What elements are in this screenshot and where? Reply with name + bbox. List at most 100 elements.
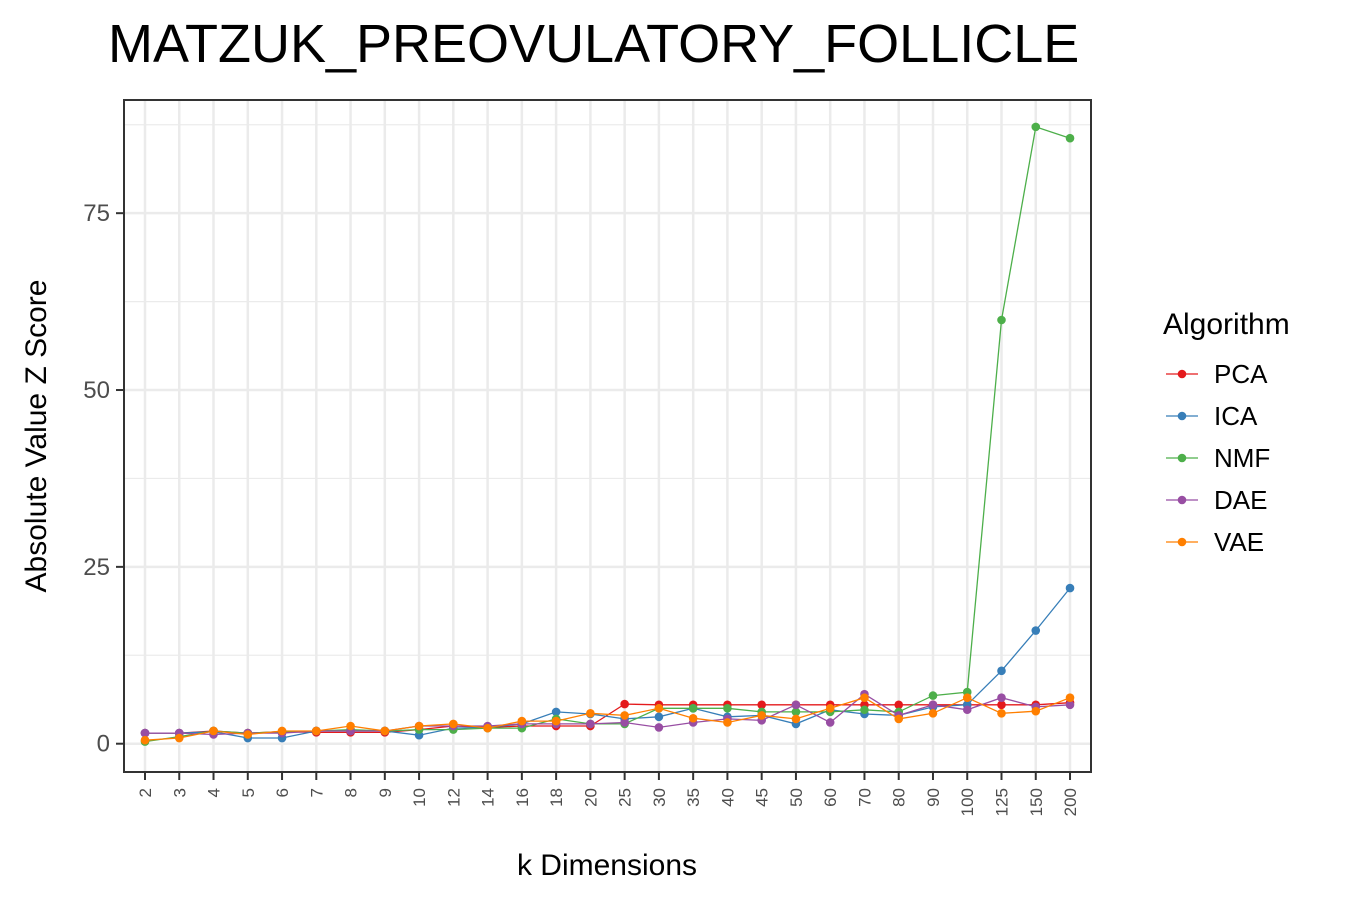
- legend-key-point: [1177, 537, 1187, 547]
- data-point-vae: [860, 693, 869, 703]
- legend-item-pca: PCA: [1166, 359, 1268, 389]
- series-line-nmf: [144, 126, 1071, 743]
- legend-title: Algorithm: [1163, 308, 1290, 341]
- data-point-ica: [1065, 583, 1075, 593]
- x-tick-label: 45: [753, 788, 772, 807]
- x-tick-label: 200: [1061, 788, 1080, 816]
- x-tick-label: 150: [1027, 788, 1046, 816]
- data-point-vae: [414, 721, 424, 731]
- x-tick-label: 20: [581, 788, 600, 807]
- legend-key-point: [1177, 495, 1187, 505]
- data-point-pca: [757, 700, 766, 710]
- x-tick-label: 125: [993, 788, 1012, 816]
- x-tick-label: 5: [239, 788, 258, 797]
- data-point-nmf: [723, 704, 732, 713]
- data-point-nmf: [997, 315, 1006, 325]
- x-tick-label: 12: [444, 788, 463, 807]
- x-tick-label: 90: [924, 788, 943, 807]
- data-point-vae: [380, 726, 390, 736]
- data-point-ica: [997, 666, 1006, 676]
- x-tick-label: 35: [684, 788, 703, 807]
- x-tick-label: 18: [547, 788, 566, 807]
- legend-label: VAE: [1214, 527, 1264, 557]
- data-point-vae: [1065, 693, 1075, 703]
- data-point-vae: [997, 708, 1006, 718]
- data-point-dae: [825, 718, 835, 727]
- data-point-vae: [894, 714, 904, 724]
- data-point-vae: [483, 723, 492, 733]
- data-point-vae: [620, 711, 629, 720]
- legend-label: ICA: [1214, 401, 1258, 431]
- data-point-dae: [791, 700, 801, 710]
- legend-item-vae: VAE: [1166, 527, 1264, 557]
- series-line-dae: [145, 693, 1071, 736]
- data-point-nmf: [1031, 122, 1041, 132]
- data-point-vae: [449, 719, 458, 729]
- data-point-vae: [346, 721, 355, 731]
- data-point-vae: [723, 718, 732, 727]
- series-line-ica: [145, 587, 1071, 739]
- data-point-vae: [825, 704, 835, 713]
- data-point-dae: [997, 693, 1006, 703]
- x-tick-label: 8: [342, 788, 361, 797]
- legend-item-dae: DAE: [1166, 485, 1267, 515]
- legend: Algorithm PCA ICA NMF DAE VAE: [1163, 308, 1290, 557]
- y-tick-label: 25: [83, 554, 110, 581]
- data-point-vae: [962, 693, 972, 703]
- data-point-ica: [1031, 626, 1041, 635]
- data-point-vae: [551, 716, 561, 726]
- data-point-nmf: [1065, 133, 1075, 143]
- data-point-dae: [140, 728, 150, 738]
- y-tick-label: 0: [97, 731, 110, 758]
- x-tick-label: 16: [513, 788, 532, 807]
- data-point-vae: [688, 713, 698, 723]
- x-tick-label: 10: [410, 788, 429, 807]
- data-point-nmf: [928, 691, 938, 700]
- legend-key-point: [1177, 411, 1187, 421]
- x-tick-label: 50: [787, 788, 806, 807]
- data-point-dae: [654, 723, 664, 732]
- x-tick-label: 80: [890, 788, 909, 807]
- x-tick-label: 4: [205, 788, 224, 797]
- data-point-vae: [209, 726, 218, 736]
- data-point-vae: [174, 733, 184, 743]
- x-tick-label: 25: [616, 788, 635, 807]
- data-point-ica: [654, 712, 664, 722]
- series-layer: [140, 122, 1075, 746]
- data-point-vae: [243, 730, 253, 739]
- data-point-dae: [620, 718, 629, 727]
- legend-key-point: [1177, 453, 1187, 463]
- x-tick-label: 100: [958, 788, 977, 816]
- data-point-dae: [928, 700, 938, 710]
- legend-key-point: [1177, 369, 1187, 379]
- legend-label: NMF: [1214, 443, 1270, 473]
- data-point-nmf: [791, 707, 801, 717]
- data-point-vae: [312, 726, 321, 736]
- data-point-pca: [894, 700, 904, 710]
- legend-item-ica: ICA: [1166, 401, 1258, 431]
- data-point-nmf: [860, 705, 869, 715]
- legend-item-nmf: NMF: [1166, 443, 1270, 473]
- data-point-dae: [962, 705, 972, 715]
- legend-label: PCA: [1214, 359, 1268, 389]
- data-point-vae: [586, 708, 595, 718]
- data-point-ica: [551, 707, 561, 717]
- x-tick-label: 6: [273, 788, 292, 797]
- data-point-vae: [517, 716, 527, 726]
- x-tick-label: 40: [718, 788, 737, 807]
- data-point-vae: [791, 714, 801, 724]
- x-tick-label: 60: [821, 788, 840, 807]
- data-point-vae: [757, 711, 766, 720]
- y-axis-title: Absolute Value Z Score: [20, 280, 53, 593]
- x-tick-label: 70: [855, 788, 874, 807]
- x-tick-label: 30: [650, 788, 669, 807]
- x-tick-label: 3: [170, 788, 189, 797]
- y-tick-label: 75: [83, 200, 110, 227]
- grid: [124, 100, 1091, 772]
- legend-label: DAE: [1214, 485, 1267, 515]
- data-point-vae: [140, 735, 150, 745]
- data-point-pca: [997, 700, 1006, 710]
- x-tick-label: 9: [376, 788, 395, 797]
